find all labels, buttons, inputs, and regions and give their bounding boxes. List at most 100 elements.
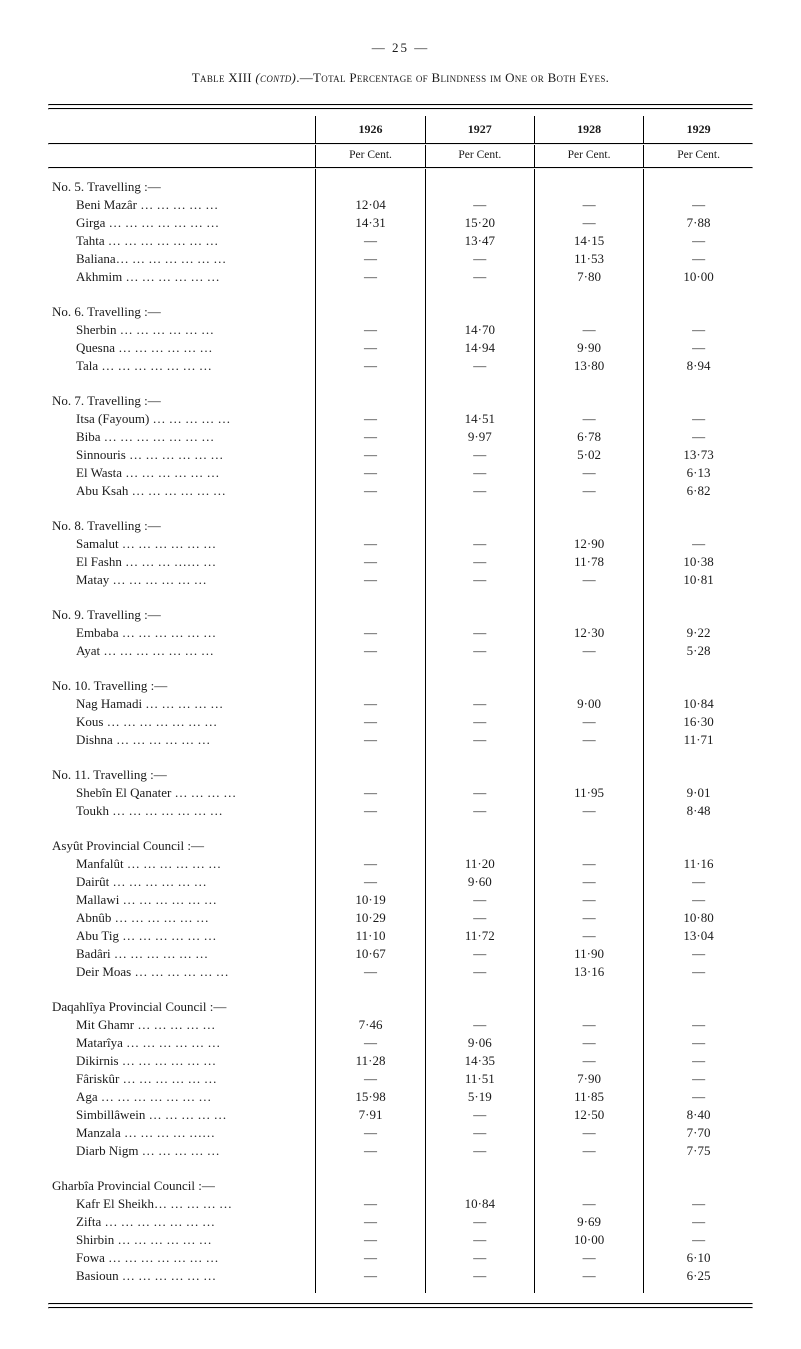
cell-value: — — [644, 410, 753, 428]
cell-value: — — [534, 855, 643, 873]
cell-value: — — [425, 1142, 534, 1160]
cell-value: — — [425, 446, 534, 464]
cell-value: — — [644, 1088, 753, 1106]
row-label: Dishna … … … … … … — [48, 731, 316, 749]
cell-value: 11·10 — [316, 927, 425, 945]
title-italic: (contd) — [255, 70, 296, 85]
cell-value: 13·04 — [644, 927, 753, 945]
row-label: Mallawi … … … … … … — [48, 891, 316, 909]
cell-value: 10·00 — [644, 268, 753, 286]
cell-value: 13·16 — [534, 963, 643, 981]
title-prefix: Table XIII — [192, 70, 256, 85]
group-heading: No. 11. Travelling :— — [48, 757, 316, 784]
row-label: El Wasta … … … … … … — [48, 464, 316, 482]
cell-value: — — [534, 873, 643, 891]
row-label: Aga … … … … … … … — [48, 1088, 316, 1106]
row-label: Tala … … … … … … … — [48, 357, 316, 375]
cell-value: 6·10 — [644, 1249, 753, 1267]
group-heading: No. 9. Travelling :— — [48, 597, 316, 624]
cell-value: — — [316, 1124, 425, 1142]
row-label: Deir Moas … … … … … … — [48, 963, 316, 981]
cell-value: — — [316, 357, 425, 375]
row-label: Abu Tig … … … … … … — [48, 927, 316, 945]
cell-value: — — [316, 1070, 425, 1088]
row-label: Quesna … … … … … … — [48, 339, 316, 357]
cell-value: — — [316, 1231, 425, 1249]
cell-value: — — [534, 1052, 643, 1070]
cell-value: 9·97 — [425, 428, 534, 446]
title-rest: .—Total Percentage of Blindness im One o… — [296, 70, 609, 85]
cell-value: — — [425, 642, 534, 660]
cell-value: — — [316, 250, 425, 268]
row-label: Nag Hamadi … … … … … — [48, 695, 316, 713]
cell-value: — — [316, 1142, 425, 1160]
cell-value: 10·84 — [425, 1195, 534, 1213]
row-label: Akhmim … … … … … … — [48, 268, 316, 286]
cell-value: 11·90 — [534, 945, 643, 963]
cell-value: 6·25 — [644, 1267, 753, 1285]
cell-value: — — [644, 873, 753, 891]
row-label: Simbillâwein … … … … … — [48, 1106, 316, 1124]
cell-value: — — [316, 624, 425, 642]
cell-value: — — [534, 713, 643, 731]
cell-value: — — [425, 731, 534, 749]
cell-value: 11·85 — [534, 1088, 643, 1106]
cell-value: — — [425, 1231, 534, 1249]
row-label: Sherbin … … … … … … — [48, 321, 316, 339]
cell-value: — — [316, 855, 425, 873]
percent-label: Per Cent. — [425, 145, 534, 167]
cell-value: — — [644, 428, 753, 446]
cell-value: 10·19 — [316, 891, 425, 909]
cell-value: — — [316, 873, 425, 891]
row-label: Shebîn El Qanater … … … … — [48, 784, 316, 802]
cell-value: — — [425, 1016, 534, 1034]
cell-value: 12·04 — [316, 196, 425, 214]
cell-value: — — [316, 1195, 425, 1213]
cell-value: — — [316, 1034, 425, 1052]
cell-value: 10·00 — [534, 1231, 643, 1249]
row-label: Matarîya … … … … … … — [48, 1034, 316, 1052]
row-label: Sinnouris … … … … … … — [48, 446, 316, 464]
cell-value: 9·01 — [644, 784, 753, 802]
row-label: Matay … … … … … … — [48, 571, 316, 589]
cell-value: 15·20 — [425, 214, 534, 232]
cell-value: — — [534, 196, 643, 214]
cell-value: — — [644, 1195, 753, 1213]
row-label: Kous … … … … … … … — [48, 713, 316, 731]
cell-value: — — [644, 1034, 753, 1052]
cell-value: — — [644, 232, 753, 250]
cell-value: — — [644, 945, 753, 963]
row-label: Shirbin … … … … … … — [48, 1231, 316, 1249]
percent-label: Per Cent. — [644, 145, 753, 167]
cell-value: — — [534, 1249, 643, 1267]
cell-value: — — [425, 196, 534, 214]
cell-value: — — [425, 909, 534, 927]
cell-value: — — [534, 1267, 643, 1285]
cell-value: — — [425, 571, 534, 589]
cell-value: — — [425, 250, 534, 268]
cell-value: — — [534, 1142, 643, 1160]
cell-value: 7·70 — [644, 1124, 753, 1142]
cell-value: — — [644, 891, 753, 909]
col-year-1927: 1927 — [425, 116, 534, 143]
cell-value: 9·00 — [534, 695, 643, 713]
cell-value: — — [316, 642, 425, 660]
col-year-1926: 1926 — [316, 116, 425, 143]
cell-value: — — [534, 1124, 643, 1142]
row-label: Itsa (Fayoum) … … … … … — [48, 410, 316, 428]
cell-value: — — [316, 802, 425, 820]
row-label: El Fashn … … … …… … — [48, 553, 316, 571]
cell-value: 15·98 — [316, 1088, 425, 1106]
cell-value: 9·69 — [534, 1213, 643, 1231]
cell-value: 13·47 — [425, 232, 534, 250]
cell-value: 11·20 — [425, 855, 534, 873]
cell-value: — — [316, 1213, 425, 1231]
cell-value: 11·28 — [316, 1052, 425, 1070]
cell-value: 12·90 — [534, 535, 643, 553]
row-label: Abu Ksah … … … … … … — [48, 482, 316, 500]
cell-value: — — [316, 482, 425, 500]
cell-value: — — [316, 464, 425, 482]
cell-value: — — [534, 464, 643, 482]
cell-value: 9·22 — [644, 624, 753, 642]
cell-value: 11·72 — [425, 927, 534, 945]
